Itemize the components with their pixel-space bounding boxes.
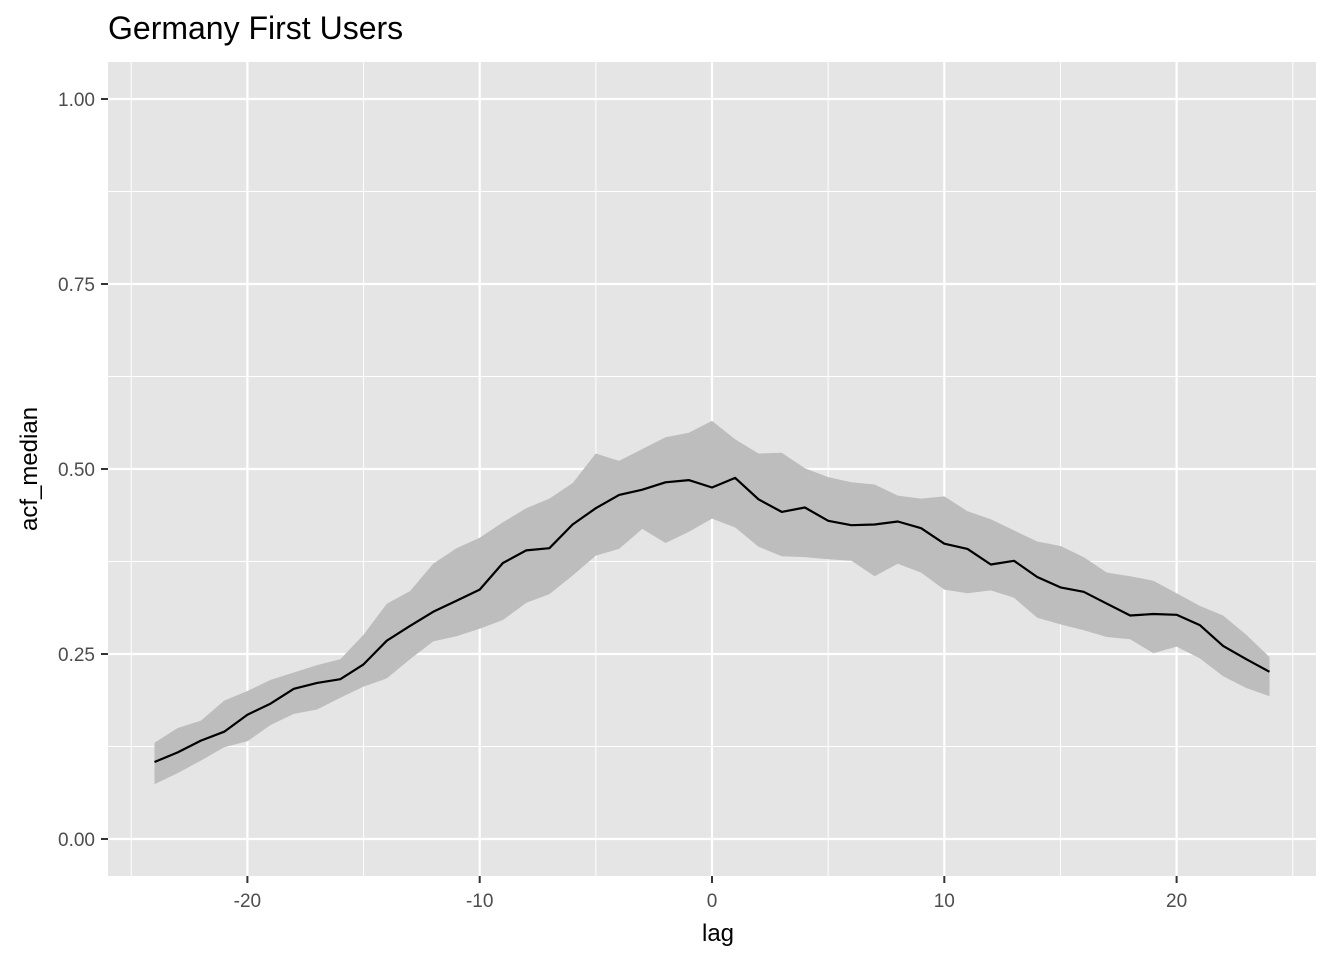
x-tick-label: -20 (234, 891, 261, 912)
y-tick-label: 1.00 (58, 90, 95, 111)
confidence-band (154, 420, 1270, 785)
confidence-band-layer (154, 420, 1270, 785)
x-axis-title: lag (702, 920, 734, 947)
chart-title: Germany First Users (108, 10, 403, 46)
median-line (154, 476, 1271, 764)
x-tick-label: 0 (707, 891, 718, 912)
y-axis: 0.00 0.25 0.50 0.75 1.00 (58, 90, 108, 851)
x-axis: -20 -10 0 10 20 (234, 876, 1187, 912)
x-tick-label: 10 (934, 891, 955, 912)
x-tick-label: 20 (1166, 891, 1187, 912)
x-tick-label: -10 (466, 891, 493, 912)
y-tick-label: 0.75 (58, 275, 95, 296)
median-line-layer (154, 476, 1271, 764)
y-tick-label: 0.25 (58, 645, 95, 666)
y-tick-label: 0.50 (58, 460, 95, 481)
y-axis-title: acf_median (16, 407, 43, 531)
y-tick-label: 0.00 (58, 830, 95, 851)
